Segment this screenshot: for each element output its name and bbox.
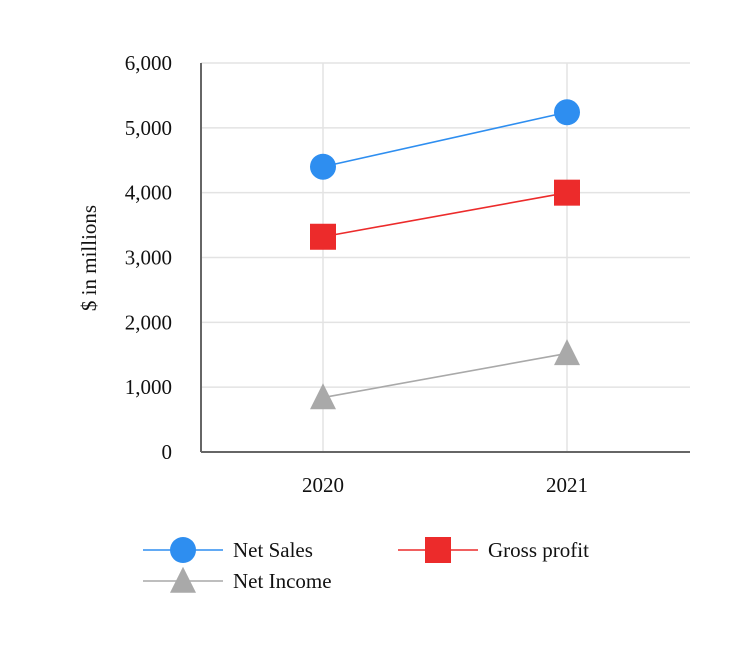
series-net-income [310,339,580,410]
y-tick-label: 4,000 [125,181,172,205]
y-tick-label: 1,000 [125,375,172,399]
y-tick-labels: 0 1,000 2,000 3,000 4,000 5,000 6,000 [125,51,172,464]
legend-label: Gross profit [488,538,589,562]
legend: Net Sales Gross profit Net Income [143,537,589,593]
data-point [554,339,580,366]
x-tick-label: 2020 [302,473,344,497]
legend-item: Gross profit [398,537,589,563]
series [310,99,580,410]
legend-marker [170,566,196,593]
series-gross-profit [310,179,580,250]
x-tick-label: 2021 [546,473,588,497]
data-point [310,153,336,180]
y-axis-title: $ in millions [77,205,101,311]
y-tick-label: 6,000 [125,51,172,75]
y-tick-label: 0 [162,440,173,464]
y-tick-label: 2,000 [125,310,172,334]
x-tick-labels: 2020 2021 [302,473,588,497]
y-tick-label: 5,000 [125,116,172,140]
legend-label: Net Income [233,569,332,593]
y-tick-label: 3,000 [125,246,172,270]
series-line [322,111,568,168]
series-line [322,191,568,238]
legend-marker [425,537,451,563]
legend-label: Net Sales [233,538,313,562]
axes [200,63,690,453]
data-point [310,223,336,250]
legend-item: Net Sales [143,537,313,563]
data-point [554,179,580,206]
legend-marker [170,537,196,563]
series-net-sales [310,99,580,180]
legend-item: Net Income [143,566,332,593]
grid [201,62,690,452]
data-point [554,99,580,126]
data-point [310,383,336,410]
series-line [322,352,568,399]
